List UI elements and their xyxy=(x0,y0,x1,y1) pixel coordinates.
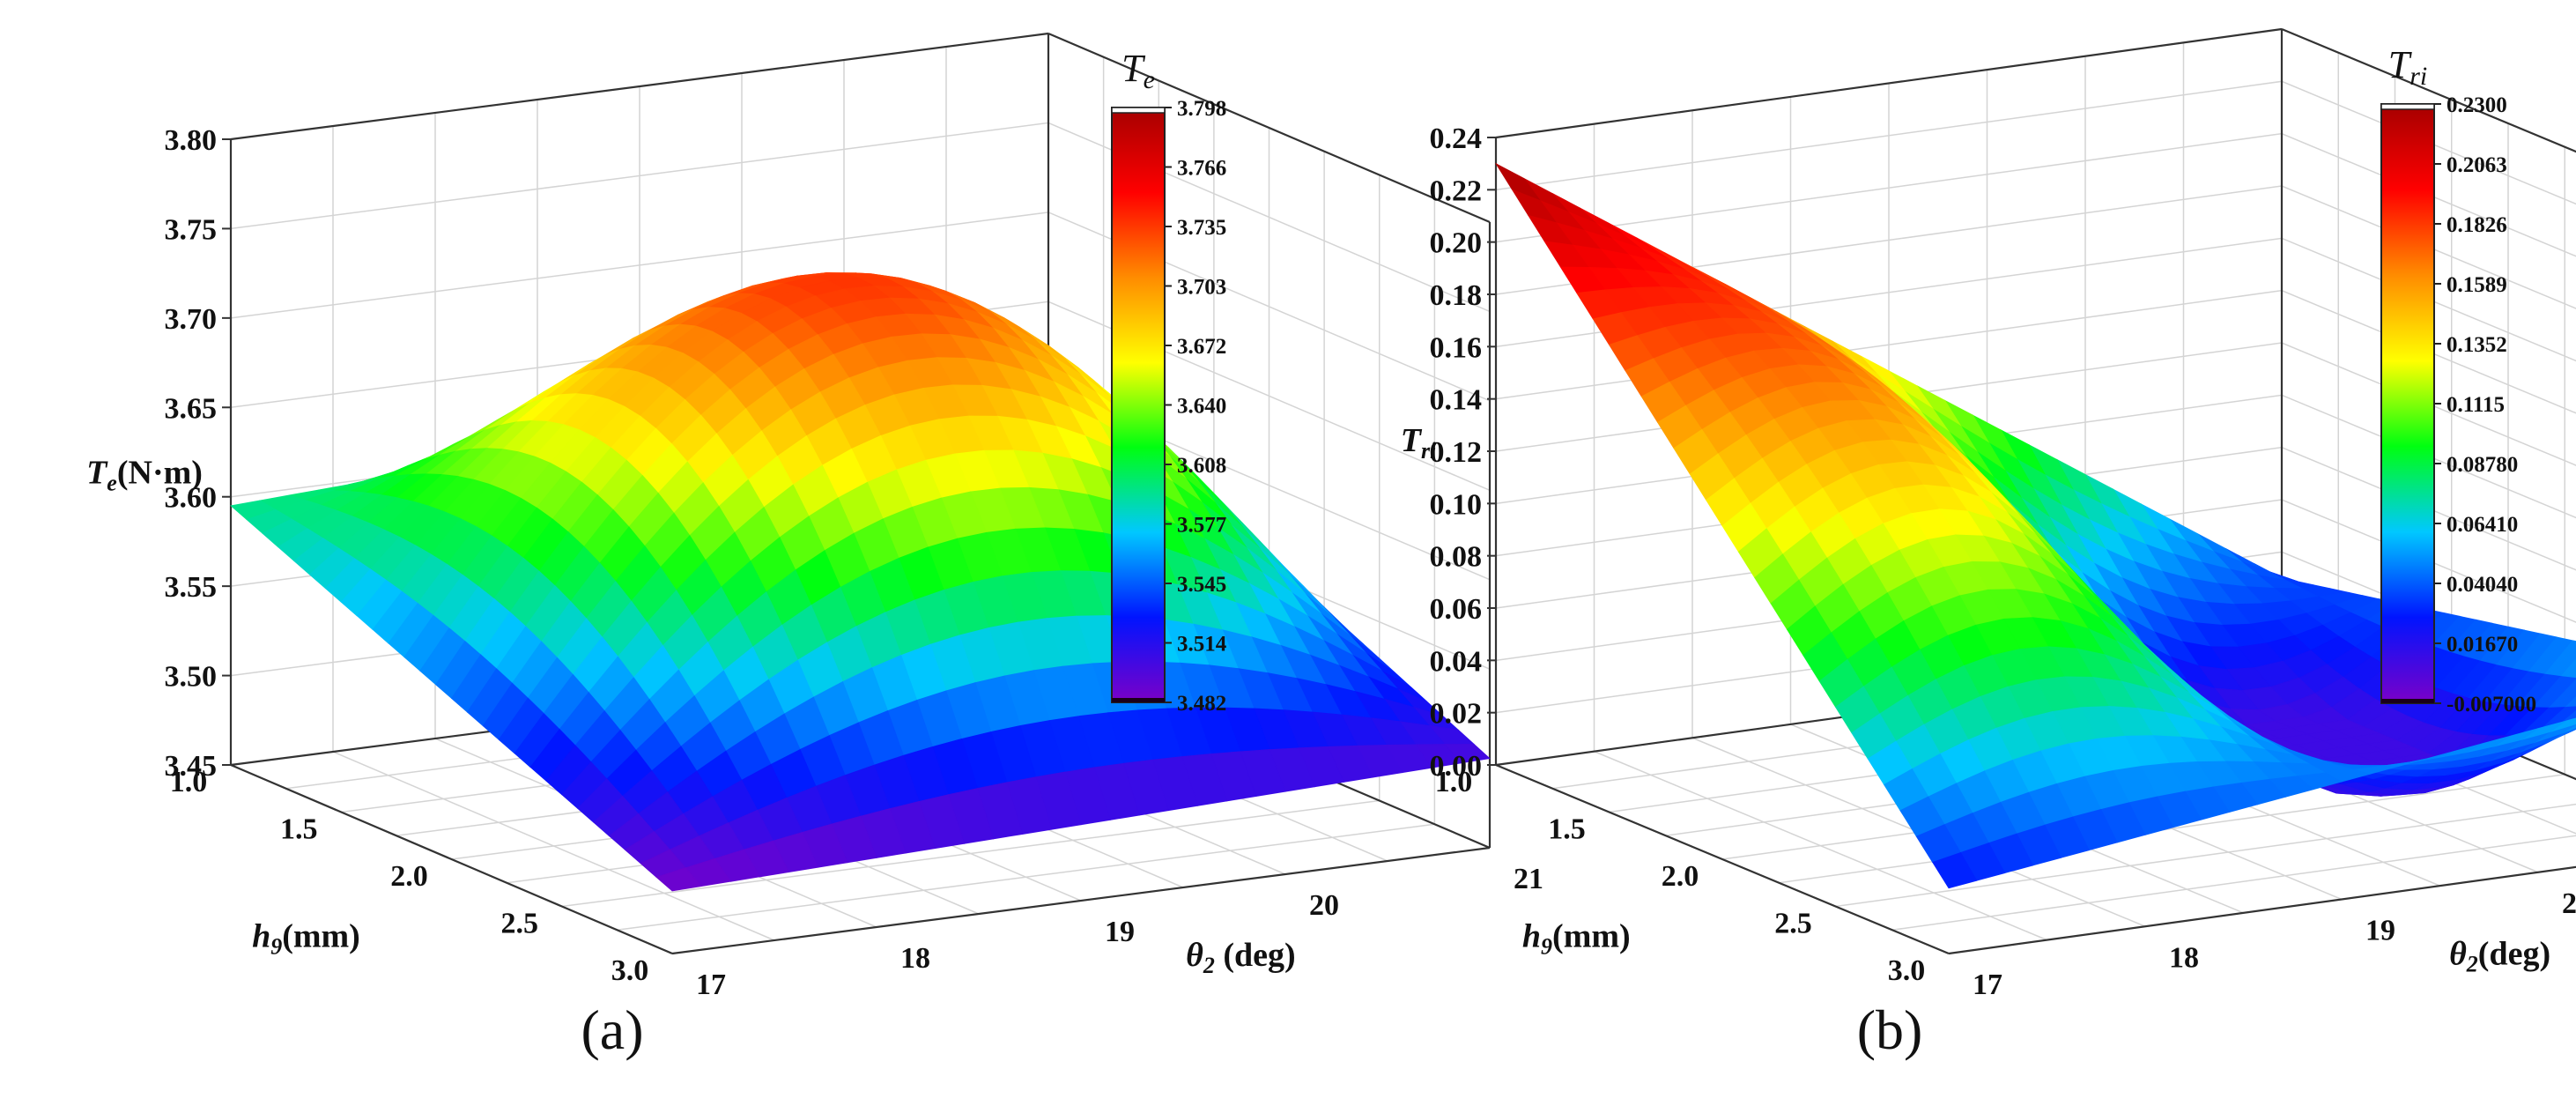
z-tick-label: 0.06 xyxy=(1430,593,1483,626)
x-tick-label: 2.5 xyxy=(501,908,539,940)
colorbar-title: Te xyxy=(1121,47,1155,94)
z-tick-label: 3.65 xyxy=(165,392,218,425)
colorbar-tick-label: 3.545 xyxy=(1177,573,1226,597)
surface-patch xyxy=(1932,851,1978,889)
z-tick-label: 3.75 xyxy=(165,213,218,246)
z-tick-label: 0.04 xyxy=(1430,645,1483,678)
z-tick-label: 3.50 xyxy=(165,661,218,694)
x-tick-label: 1.0 xyxy=(1435,766,1473,798)
z-tick-label: 0.16 xyxy=(1430,331,1483,364)
colorbar-tick-label: 0.2063 xyxy=(2446,153,2507,177)
x-tick-label: 3.0 xyxy=(611,954,649,987)
surface-patch xyxy=(2564,696,2576,709)
x-tick-label: 1.5 xyxy=(1548,813,1586,846)
colorbar-tick-label: 0.01670 xyxy=(2446,633,2518,657)
z-tick-label: 0.20 xyxy=(1430,227,1483,260)
colorbar-tick-label: 3.766 xyxy=(1177,157,1226,181)
y-tick-label: 19 xyxy=(2365,915,2395,947)
x-tick-label: 1.0 xyxy=(170,766,208,798)
panel-label: (a) xyxy=(581,998,643,1061)
colorbar-tick-label: 3.482 xyxy=(1177,692,1226,716)
z-tick-label: 3.45 xyxy=(165,750,218,783)
colorbar-tick-label: 3.608 xyxy=(1177,454,1226,478)
panel-b-tri-surface: 0.00 0.02 0.04 0.06 0.08 0.10 0.12 0.14 0.16 0.18… xyxy=(1401,27,2576,1061)
panel-a-te-surface: 3.45 3.50 3.55 3.60 3.65 3.70 3.75 3.80 1.0 1.5 2.… xyxy=(86,32,1543,1061)
colorbar: 0.2300 0.2063 0.1826 0.1589 0.1352 0.1115 0.08… xyxy=(2380,43,2536,716)
z-tick-label: 0.18 xyxy=(1430,279,1483,312)
x-axis-label: h9(mm) xyxy=(252,917,360,959)
y-tick-label: 20 xyxy=(2562,887,2576,920)
colorbar-tick-label: 0.1589 xyxy=(2446,273,2507,297)
colorbar-tick-label: 0.04040 xyxy=(2446,573,2518,597)
colorbar-tick-label: 3.703 xyxy=(1177,276,1226,300)
x-tick-label: 3.0 xyxy=(1888,954,1926,987)
colorbar-tick-label: 0.2300 xyxy=(2446,93,2507,117)
colorbar: 3.798 3.766 3.735 3.703 3.672 3.640 3.608 3.577… xyxy=(1111,47,1227,716)
y-axis-label: θ2(deg) xyxy=(2449,935,2550,976)
z-axis-label: Tri xyxy=(1401,422,1437,464)
colorbar-tick-label: 0.08780 xyxy=(2446,453,2518,477)
z-tick-label: 3.70 xyxy=(165,303,218,336)
z-tick-label: 0.08 xyxy=(1430,541,1483,574)
z-tick-label: 0.10 xyxy=(1430,488,1483,521)
z-tick-label: 3.80 xyxy=(165,124,218,157)
colorbar-tick-label: 3.672 xyxy=(1177,335,1226,359)
y-tick-label: 18 xyxy=(2169,941,2199,974)
surface xyxy=(230,272,1491,892)
y-tick-label: 21 xyxy=(1514,863,1543,895)
z-tick-label: 0.14 xyxy=(1430,384,1483,417)
panel-label: (b) xyxy=(1857,998,1923,1061)
y-tick-label: 17 xyxy=(1973,969,2002,1001)
y-axis-label: θ2 (deg) xyxy=(1186,937,1296,978)
colorbar-tick-label: 3.514 xyxy=(1177,633,1227,657)
colorbar-gradient xyxy=(2380,103,2435,704)
x-axis-label: h9(mm) xyxy=(1522,917,1631,959)
z-tick-label: 0.22 xyxy=(1430,174,1483,207)
colorbar-tick-label: 3.577 xyxy=(1177,514,1226,538)
colorbar-tick-label: 3.640 xyxy=(1177,395,1226,419)
y-tick-label: 19 xyxy=(1105,916,1135,948)
z-tick-label: 3.55 xyxy=(165,571,218,604)
y-tick-label: 17 xyxy=(696,969,726,1001)
surface-patch xyxy=(655,867,702,892)
z-axis-label: Te(N·m) xyxy=(86,455,203,496)
colorbar-gradient xyxy=(1111,107,1166,703)
colorbar-tick-label: 0.1826 xyxy=(2446,213,2507,237)
x-tick-label: 2.0 xyxy=(390,860,428,893)
colorbar-tick-label: 0.1115 xyxy=(2446,393,2505,417)
colorbar-tick-label: 0.1352 xyxy=(2446,333,2507,357)
colorbar-tick-label: 3.798 xyxy=(1177,97,1226,121)
z-tick-label: 0.24 xyxy=(1430,122,1483,155)
x-tick-label: 2.5 xyxy=(1774,908,1812,940)
z-tick-label: 3.60 xyxy=(165,482,218,515)
surface xyxy=(1494,162,2576,889)
colorbar-tick-label: 0.06410 xyxy=(2446,513,2518,537)
y-tick-label: 20 xyxy=(1309,889,1339,922)
z-tick-label: 0.12 xyxy=(1430,436,1483,469)
colorbar-tick-label: -0.007000 xyxy=(2446,693,2536,716)
y-tick-label: 18 xyxy=(900,942,930,975)
z-tick-label: 0.02 xyxy=(1430,698,1483,731)
colorbar-title: Tri xyxy=(2388,43,2428,91)
x-tick-label: 2.0 xyxy=(1662,860,1699,893)
z-tick-label: 0.00 xyxy=(1430,750,1483,783)
colorbar-tick-label: 3.735 xyxy=(1177,216,1226,240)
x-tick-label: 1.5 xyxy=(280,813,318,846)
